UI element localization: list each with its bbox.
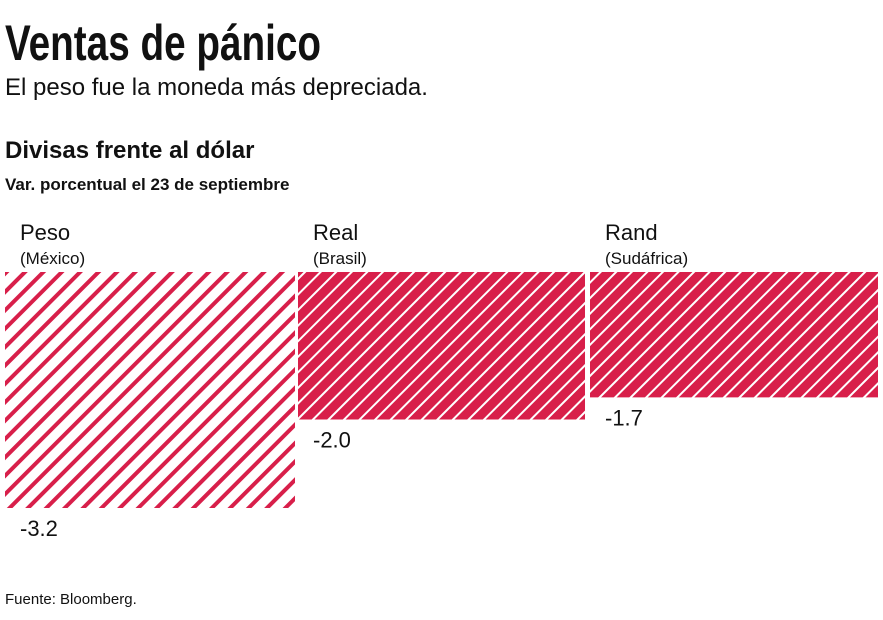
category-label: Peso bbox=[20, 220, 70, 245]
subtitle: El peso fue la moneda más depreciada. bbox=[5, 74, 428, 101]
category-sublabel: (México) bbox=[20, 249, 85, 268]
bar bbox=[5, 272, 295, 508]
category-sublabel: (Sudáfrica) bbox=[605, 249, 688, 268]
value-label: -1.7 bbox=[605, 405, 643, 430]
source: Fuente: Bloomberg. bbox=[5, 591, 137, 608]
category-sublabel: (Brasil) bbox=[313, 249, 367, 268]
chart-title: Divisas frente al dólar bbox=[5, 137, 254, 164]
title: Ventas de pánico bbox=[5, 15, 321, 71]
category-label: Rand bbox=[605, 220, 658, 245]
bar bbox=[590, 272, 878, 398]
value-label: -2.0 bbox=[313, 428, 351, 453]
value-label: -3.2 bbox=[20, 516, 58, 541]
category-label: Real bbox=[313, 220, 358, 245]
chart-subtitle: Var. porcentual el 23 de septiembre bbox=[5, 175, 289, 194]
bar bbox=[298, 272, 585, 420]
